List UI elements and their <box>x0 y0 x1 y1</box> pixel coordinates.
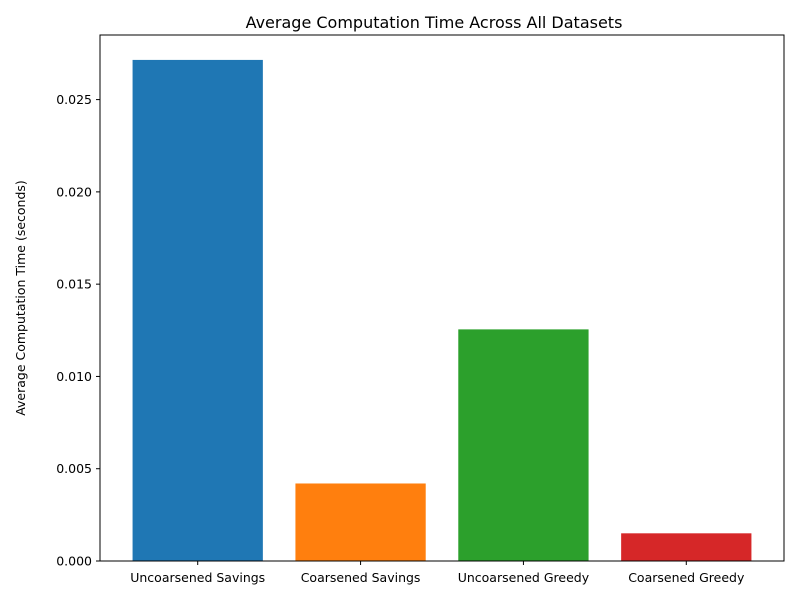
x-axis-ticks: Uncoarsened Savings Coarsened Savings Unco… <box>130 561 745 585</box>
y-tick-label: 0.020 <box>56 184 92 199</box>
bar-1 <box>132 59 263 561</box>
y-tick-label: 0.000 <box>56 554 92 569</box>
x-tick-label: Uncoarsened Savings <box>130 570 265 585</box>
y-axis-ticks: 0.000 0.005 0.010 0.015 0.020 0.025 <box>56 92 100 569</box>
bar-2 <box>295 483 426 561</box>
y-tick-label: 0.025 <box>56 92 92 107</box>
x-tick-label: Coarsened Greedy <box>628 570 745 585</box>
bars-group <box>132 59 752 561</box>
x-tick-label: Uncoarsened Greedy <box>458 570 590 585</box>
y-tick-label: 0.015 <box>56 277 92 292</box>
x-tick-label: Coarsened Savings <box>301 570 421 585</box>
chart-title: Average Computation Time Across All Data… <box>246 13 623 32</box>
bar-4 <box>621 533 752 561</box>
y-tick-label: 0.010 <box>56 369 92 384</box>
plot-frame <box>99 34 785 562</box>
y-axis-label: Average Computation Time (seconds) <box>13 180 28 416</box>
y-tick-label: 0.005 <box>56 461 92 476</box>
bar-3 <box>458 329 589 561</box>
